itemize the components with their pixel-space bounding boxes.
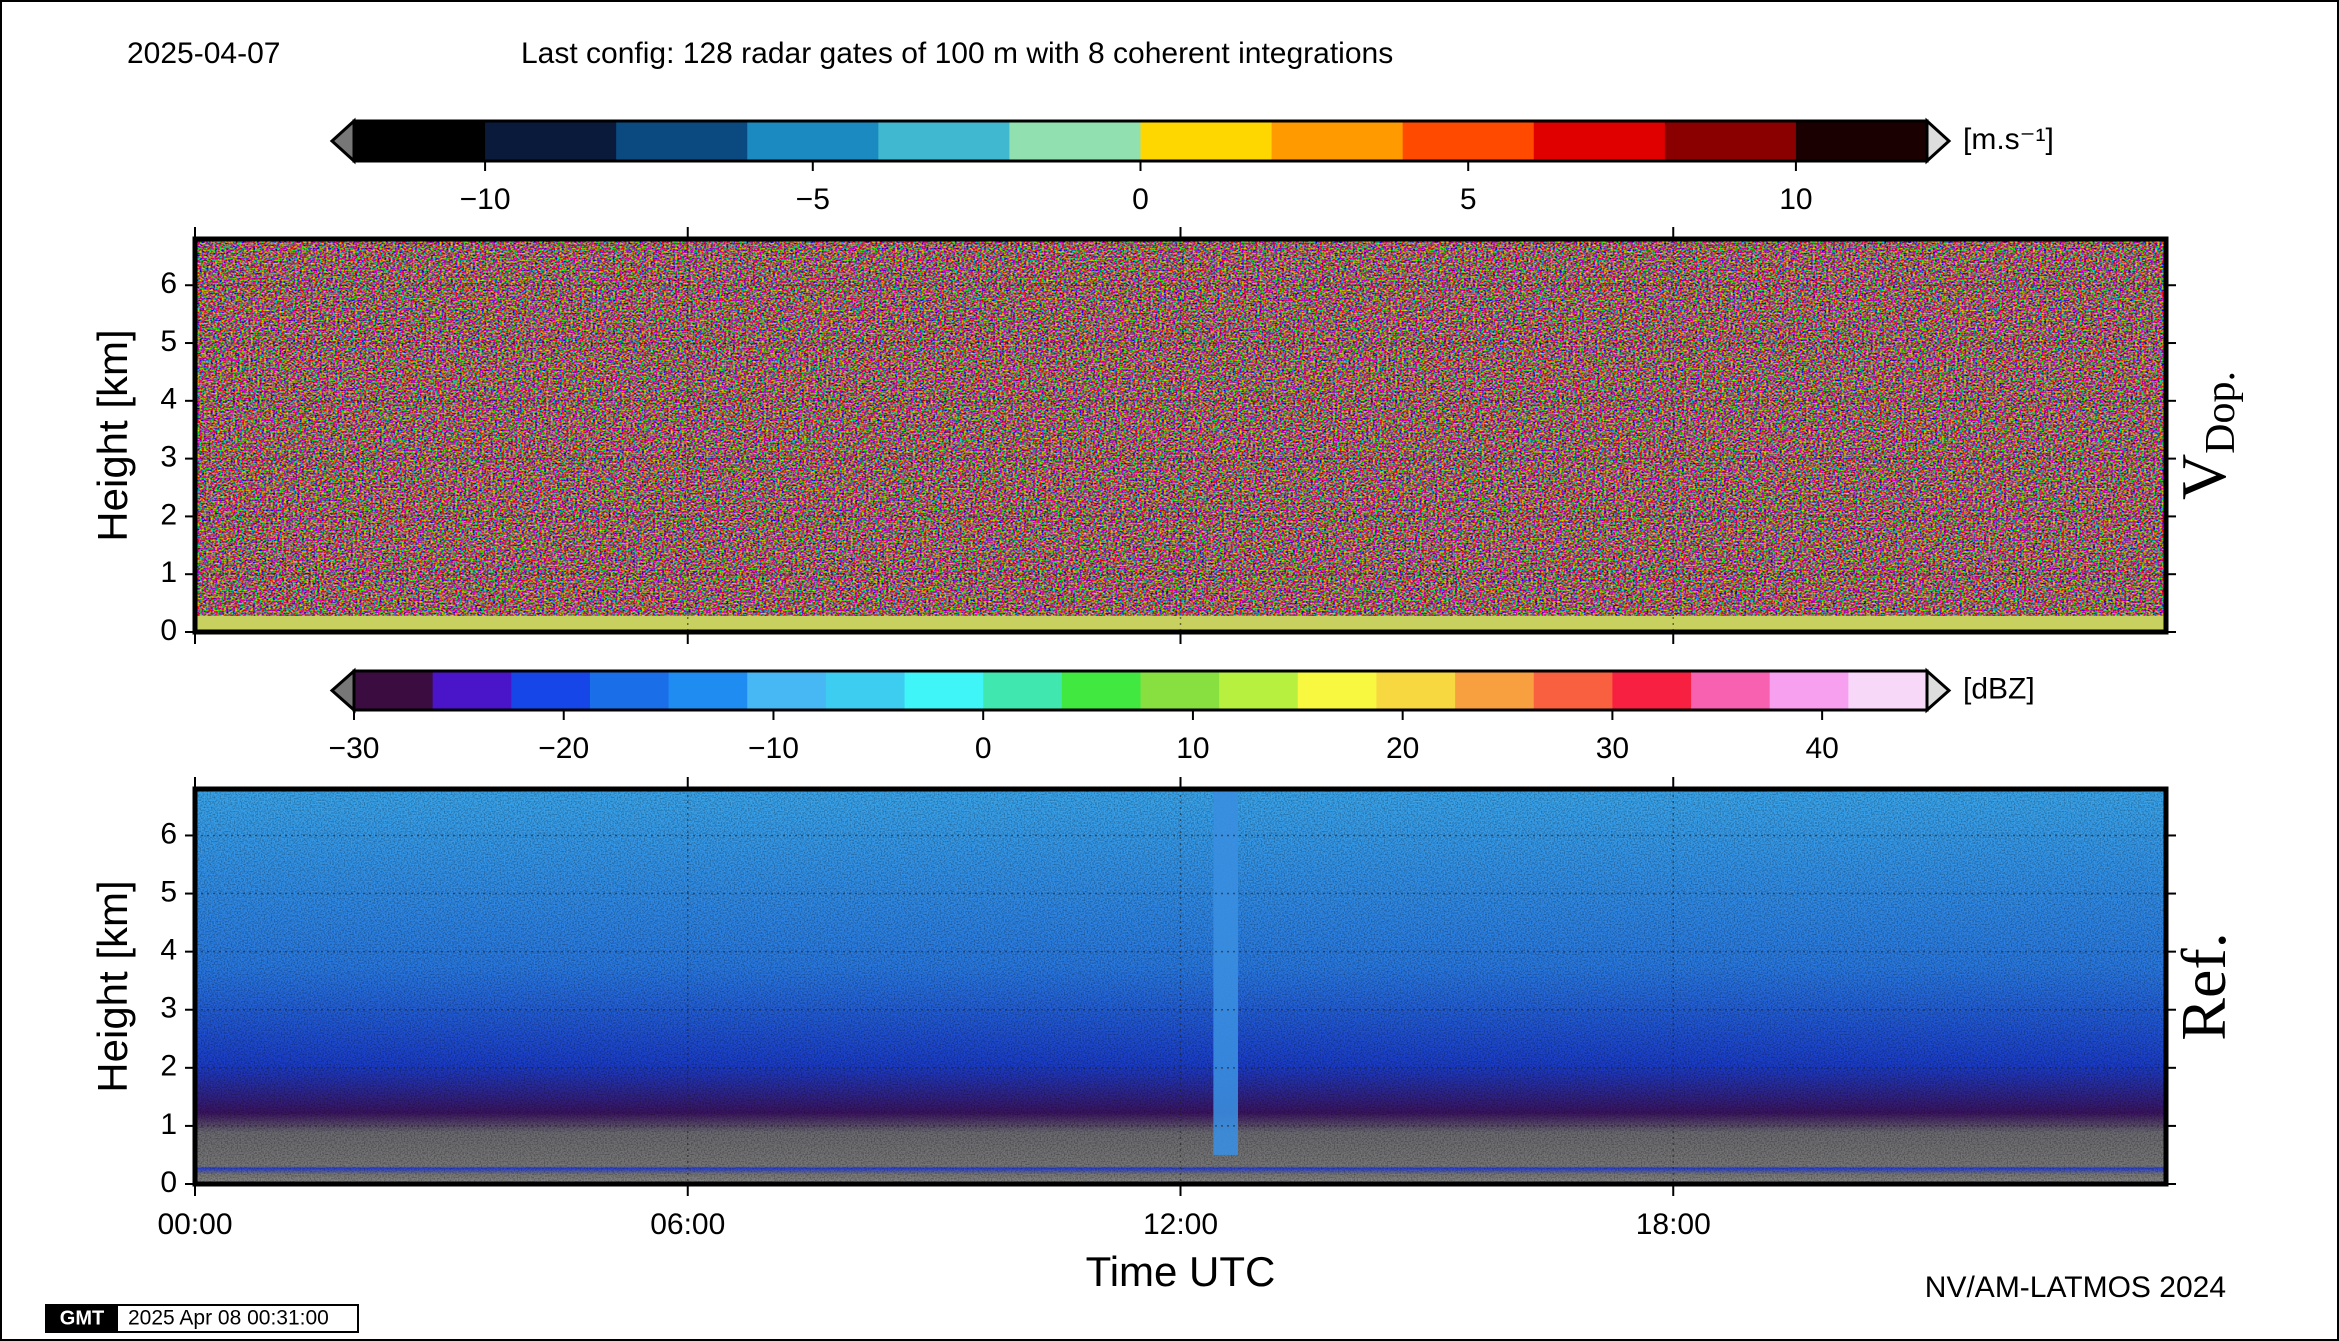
colorbar-swatch xyxy=(589,671,670,710)
logo: GMT xyxy=(60,1307,104,1329)
y-tick-label: 4 xyxy=(160,934,177,967)
colorbar-tick-label: 10 xyxy=(1176,732,1209,765)
x-tick-label: 00:00 xyxy=(157,1208,232,1241)
colorbar-swatch xyxy=(616,121,748,161)
colorbar-swatch xyxy=(485,121,617,161)
y-tick-label: 6 xyxy=(160,267,177,300)
config: Last config: 128 radar gates of 100 m wi… xyxy=(521,37,1393,70)
y-tick-label: 0 xyxy=(160,1166,177,1199)
panel-label: VDop. xyxy=(2168,371,2244,500)
colorbar-swatch xyxy=(511,671,591,710)
colorbar-swatch xyxy=(1769,671,1849,710)
colorbar-swatch xyxy=(1009,121,1141,161)
logo-box xyxy=(46,1305,118,1332)
column xyxy=(1213,789,1238,1155)
y-tick-label: 2 xyxy=(160,498,177,531)
timestamp: 2025 Apr 08 00:31:00 xyxy=(128,1307,329,1330)
x-tick-label: 18:00 xyxy=(1636,1208,1711,1241)
y-tick-label: 6 xyxy=(160,817,177,850)
colorbar-swatch xyxy=(1533,671,1613,710)
colorbar-swatch xyxy=(668,671,748,710)
colorbar-swatch xyxy=(904,671,984,710)
colorbar-tick-label: 20 xyxy=(1386,732,1419,765)
colorbar-arrow xyxy=(1925,117,1952,165)
field xyxy=(195,239,2166,632)
x-tick-label: 12:00 xyxy=(1143,1208,1218,1241)
colorbar-swatch xyxy=(1061,671,1141,710)
colorbar-tick-label: −5 xyxy=(796,183,830,216)
y-tick-label: 3 xyxy=(160,992,177,1025)
colorbar-arrow xyxy=(329,117,356,165)
colorbar-swatch xyxy=(354,121,486,161)
colorbar-swatch xyxy=(1533,121,1666,161)
colorbar-swatch xyxy=(1848,671,1928,710)
colorbar-tick-label: −10 xyxy=(748,732,799,765)
y-axis-label: Height [km] xyxy=(89,880,136,1092)
y-tick-label: 5 xyxy=(160,875,177,908)
colorbar-tick-label: 30 xyxy=(1596,732,1629,765)
colorbar-swatch xyxy=(747,671,827,710)
colorbar-label: [m.s⁻¹] xyxy=(1963,123,2054,156)
y-tick-label: 0 xyxy=(160,614,177,647)
colorbar-tick-label: 0 xyxy=(1132,183,1149,216)
colorbar-frame xyxy=(352,669,1929,712)
colorbar-label: [dBZ] xyxy=(1963,672,2035,705)
colorbar-arrow xyxy=(1925,667,1952,714)
colorbar-swatch xyxy=(432,671,512,710)
colorbar-arrow xyxy=(329,667,356,714)
colorbar-swatch xyxy=(825,671,906,710)
colorbar-swatch xyxy=(747,121,879,161)
panel-label-main: V xyxy=(2168,454,2239,500)
colorbar-swatch xyxy=(1612,671,1692,710)
colorbar-swatch xyxy=(354,671,434,710)
panel-label: Ref. xyxy=(2168,932,2239,1040)
y-tick-label: 5 xyxy=(160,325,177,358)
colorbar-swatch xyxy=(1271,121,1404,161)
colorbar-swatch xyxy=(878,121,1010,161)
colorbar-tick-label: −30 xyxy=(329,732,380,765)
field-grain xyxy=(195,789,2166,1184)
panel-frame xyxy=(192,236,2169,635)
colorbar-tick-label: 10 xyxy=(1779,183,1812,216)
colorbar-swatch xyxy=(1691,671,1771,710)
panel-frame xyxy=(192,786,2169,1187)
y-tick-label: 4 xyxy=(160,383,177,416)
panel-label-sub: Dop. xyxy=(2198,371,2244,454)
colorbar-swatch xyxy=(1219,671,1299,710)
y-tick-label: 1 xyxy=(160,1108,177,1141)
colorbar-swatch xyxy=(983,671,1063,710)
colorbar-tick-label: 5 xyxy=(1460,183,1477,216)
y-tick-label: 3 xyxy=(160,441,177,474)
colorbar-swatch xyxy=(1140,671,1220,710)
colorbar-swatch xyxy=(1297,671,1377,710)
colorbar-tick-label: −20 xyxy=(538,732,589,765)
y-axis-label: Height [km] xyxy=(89,329,136,541)
colorbar-swatch xyxy=(1664,121,1797,161)
panel-label-main: Ref. xyxy=(2168,932,2239,1040)
colorbar-tick-label: −10 xyxy=(460,183,511,216)
colorbar-swatch xyxy=(1140,121,1273,161)
x-tick-label: 06:00 xyxy=(650,1208,725,1241)
colorbar-swatch xyxy=(1795,121,1928,161)
colorbar-tick-label: 0 xyxy=(975,732,992,765)
y-tick-label: 2 xyxy=(160,1050,177,1083)
colorbar-swatch xyxy=(1455,671,1535,710)
x-axis-label: Time UTC xyxy=(1086,1248,1276,1295)
colorbar-swatch xyxy=(1376,671,1456,710)
colorbar-tick-label: 40 xyxy=(1805,732,1838,765)
date: 2025-04-07 xyxy=(127,37,280,70)
credit: NV/AM-LATMOS 2024 xyxy=(1925,1271,2226,1304)
colorbar-swatch xyxy=(1402,121,1535,161)
y-tick-label: 1 xyxy=(160,556,177,589)
